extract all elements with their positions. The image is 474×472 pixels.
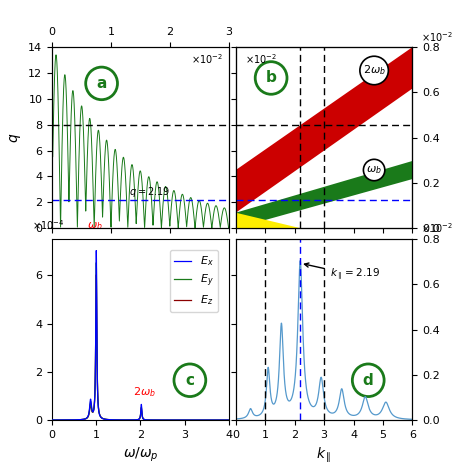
Text: d: d bbox=[363, 373, 374, 388]
$E_z$ bbox=[49, 417, 55, 423]
Legend: $E_x$, $E_y$, $E_z$: $E_x$, $E_y$, $E_z$ bbox=[170, 250, 218, 312]
$E_x$ bbox=[93, 248, 99, 253]
$E_x$ bbox=[69, 417, 75, 423]
Polygon shape bbox=[236, 47, 412, 213]
Text: a: a bbox=[96, 76, 107, 91]
$E_x$ bbox=[80, 417, 86, 422]
Y-axis label: $q$: $q$ bbox=[8, 133, 23, 143]
Text: c: c bbox=[185, 373, 194, 388]
Text: $\times10^{-2}$: $\times10^{-2}$ bbox=[245, 53, 276, 67]
Text: $k_\parallel{=}2.19$: $k_\parallel{=}2.19$ bbox=[304, 263, 380, 283]
Polygon shape bbox=[236, 213, 301, 228]
$E_x$ bbox=[49, 417, 55, 423]
$E_x$ bbox=[226, 417, 232, 423]
$E_x$ bbox=[203, 417, 209, 423]
X-axis label: $k_\parallel$: $k_\parallel$ bbox=[316, 446, 332, 464]
Text: $\times10^{-2}$: $\times10^{-2}$ bbox=[191, 53, 223, 67]
$E_z$ bbox=[93, 272, 99, 278]
X-axis label: $\omega/\omega_p$: $\omega/\omega_p$ bbox=[123, 446, 158, 464]
$E_y$ bbox=[80, 417, 86, 422]
Text: $2\omega_b$: $2\omega_b$ bbox=[133, 385, 156, 398]
Text: $\times10^{-4}$: $\times10^{-4}$ bbox=[32, 218, 65, 232]
$E_y$ bbox=[69, 417, 75, 423]
$E_x$ bbox=[222, 417, 228, 423]
Text: $\times10^{-2}$: $\times10^{-2}$ bbox=[421, 30, 453, 43]
$E_y$ bbox=[203, 417, 209, 423]
Text: $\times10^{-2}$: $\times10^{-2}$ bbox=[421, 222, 453, 236]
$E_x$ bbox=[125, 417, 130, 423]
Polygon shape bbox=[236, 161, 412, 228]
Text: $q = 2.19$: $q = 2.19$ bbox=[128, 185, 170, 199]
$E_z$ bbox=[226, 417, 232, 423]
$E_y$ bbox=[125, 417, 130, 423]
$E_y$ bbox=[93, 260, 99, 266]
Line: $E_y$: $E_y$ bbox=[52, 263, 229, 420]
$E_x$ bbox=[117, 417, 123, 423]
$E_y$ bbox=[49, 417, 55, 423]
$E_z$ bbox=[117, 417, 123, 423]
$E_y$ bbox=[222, 417, 228, 423]
$E_z$ bbox=[125, 417, 130, 423]
$E_y$ bbox=[117, 417, 123, 423]
$E_y$ bbox=[226, 417, 232, 423]
Line: $E_z$: $E_z$ bbox=[52, 275, 229, 420]
$E_z$ bbox=[69, 417, 75, 423]
Text: $\omega_b$: $\omega_b$ bbox=[88, 220, 103, 232]
$E_z$ bbox=[203, 417, 209, 423]
$E_z$ bbox=[80, 417, 86, 422]
Line: $E_x$: $E_x$ bbox=[52, 251, 229, 420]
Text: $2\omega_b$: $2\omega_b$ bbox=[363, 64, 385, 77]
$E_z$ bbox=[222, 417, 228, 423]
Text: $\omega_b$: $\omega_b$ bbox=[366, 164, 382, 176]
Text: b: b bbox=[265, 70, 276, 85]
